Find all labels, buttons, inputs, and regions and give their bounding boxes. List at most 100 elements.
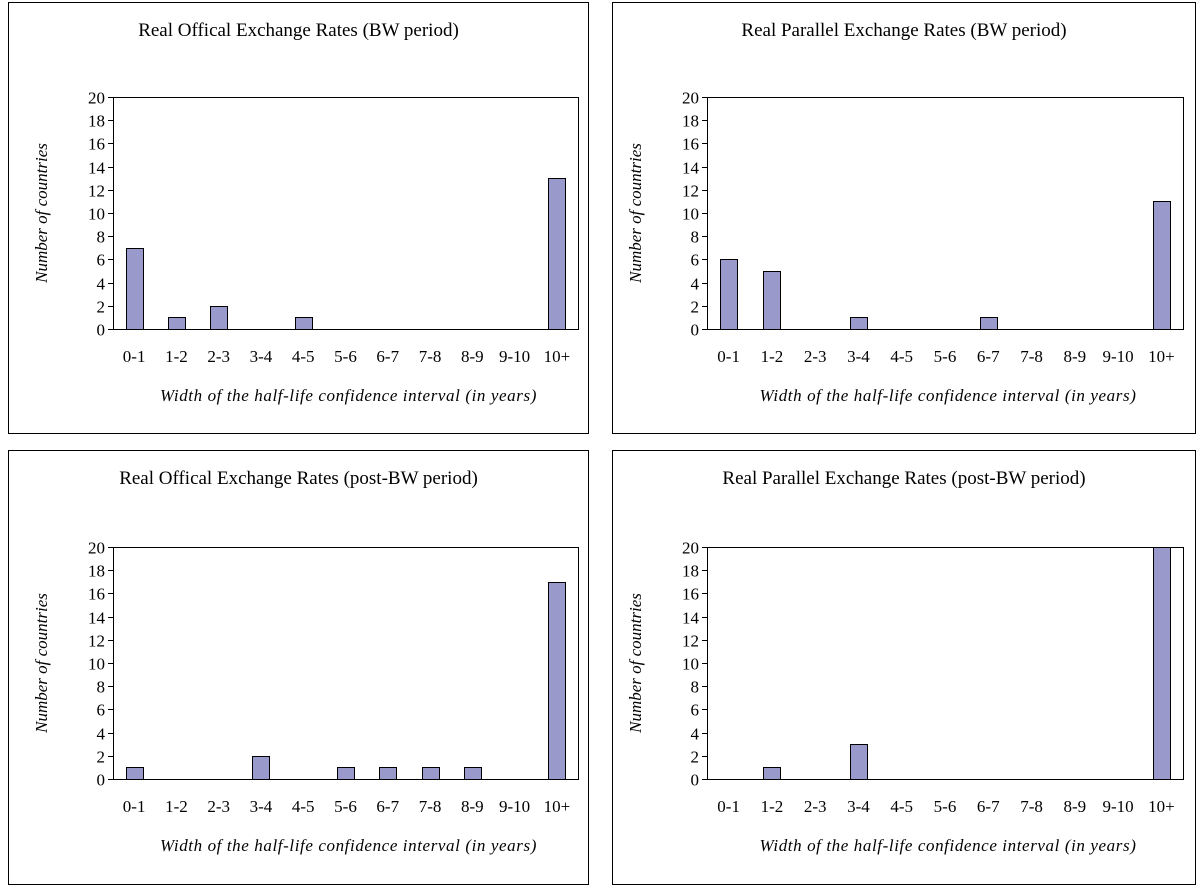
x-tick-label: 9-10 xyxy=(499,347,530,366)
y-tick-label: 6 xyxy=(691,701,700,720)
x-tick-label: 1-2 xyxy=(761,347,784,366)
x-tick-label: 8-9 xyxy=(461,797,484,816)
x-tick-label: 0-1 xyxy=(123,797,146,816)
x-axis-label: Width of the half-life confidence interv… xyxy=(160,836,537,855)
y-tick-label: 14 xyxy=(88,159,106,178)
y-tick-label: 12 xyxy=(682,632,699,651)
y-tick-label: 4 xyxy=(97,725,106,744)
x-tick-label: 2-3 xyxy=(804,347,827,366)
y-axis-label: Number of countries xyxy=(32,143,51,284)
y-tick-label: 0 xyxy=(97,771,106,790)
plot-area xyxy=(707,97,1184,330)
x-tick-label: 4-5 xyxy=(890,797,913,816)
x-axis-label: Width of the half-life confidence interv… xyxy=(760,386,1137,405)
chart-title: Real Offical Exchange Rates (post-BW per… xyxy=(119,468,478,489)
x-tick-label: 9-10 xyxy=(1103,347,1134,366)
y-tick-label: 12 xyxy=(88,632,105,651)
x-tick-label: 3-4 xyxy=(250,797,273,816)
x-tick-label: 5-6 xyxy=(934,797,957,816)
y-tick-label: 14 xyxy=(682,159,700,178)
y-tick-label: 14 xyxy=(88,609,106,628)
x-tick-label: 5-6 xyxy=(334,797,357,816)
x-tick-label: 10+ xyxy=(544,347,571,366)
bar-4-5 xyxy=(295,317,313,330)
y-tick-label: 20 xyxy=(88,539,105,558)
y-tick-label: 16 xyxy=(88,135,105,154)
y-tick-label: 16 xyxy=(88,585,105,604)
x-tick-label: 1-2 xyxy=(165,797,188,816)
chart-panel-3: Real Offical Exchange Rates (post-BW per… xyxy=(8,450,589,885)
bar-10+ xyxy=(548,582,566,780)
x-tick-label: 3-4 xyxy=(250,347,273,366)
y-tick-label: 8 xyxy=(97,678,106,697)
y-tick-label: 4 xyxy=(691,725,700,744)
y-tick-label: 20 xyxy=(682,89,699,108)
x-tick-label: 4-5 xyxy=(292,797,315,816)
bar-1-2 xyxy=(763,767,781,780)
bar-7-8 xyxy=(422,767,440,780)
x-tick-label: 8-9 xyxy=(1063,347,1086,366)
y-tick-label: 0 xyxy=(691,321,700,340)
bar-0-1 xyxy=(126,767,144,780)
y-tick-label: 18 xyxy=(682,562,699,581)
x-tick-label: 9-10 xyxy=(499,797,530,816)
y-tick-label: 6 xyxy=(97,251,106,270)
y-tick-label: 4 xyxy=(691,275,700,294)
x-tick-label: 6-7 xyxy=(977,347,1000,366)
bar-10+ xyxy=(1153,201,1171,330)
bar-6-7 xyxy=(379,767,397,780)
y-tick-label: 14 xyxy=(682,609,700,628)
y-axis-label: Number of countries xyxy=(626,143,645,284)
chart-title: Real Parallel Exchange Rates (BW period) xyxy=(741,20,1066,41)
y-tick-label: 10 xyxy=(682,205,699,224)
x-tick-label: 0-1 xyxy=(717,797,740,816)
x-tick-label: 4-5 xyxy=(890,347,913,366)
x-tick-label: 8-9 xyxy=(1063,797,1086,816)
y-tick-label: 6 xyxy=(97,701,106,720)
y-tick-label: 16 xyxy=(682,135,699,154)
panel-border xyxy=(8,2,589,434)
y-tick-label: 0 xyxy=(97,321,106,340)
x-tick-label: 7-8 xyxy=(419,347,442,366)
y-tick-label: 4 xyxy=(97,275,106,294)
y-tick-label: 2 xyxy=(97,298,106,317)
x-tick-label: 7-8 xyxy=(419,797,442,816)
x-axis-label: Width of the half-life confidence interv… xyxy=(760,836,1137,855)
y-tick-label: 6 xyxy=(691,251,700,270)
x-axis-label: Width of the half-life confidence interv… xyxy=(160,386,537,405)
bar-6-7 xyxy=(980,317,998,330)
x-tick-label: 10+ xyxy=(1148,797,1175,816)
bar-1-2 xyxy=(763,271,781,330)
y-tick-label: 12 xyxy=(88,182,105,201)
plot-area xyxy=(707,547,1184,780)
x-tick-label: 1-2 xyxy=(761,797,784,816)
y-tick-label: 8 xyxy=(691,678,700,697)
x-tick-label: 3-4 xyxy=(847,797,870,816)
y-tick-label: 20 xyxy=(88,89,105,108)
y-tick-label: 2 xyxy=(97,748,106,767)
bar-5-6 xyxy=(337,767,355,780)
x-tick-label: 2-3 xyxy=(207,347,230,366)
x-tick-label: 10+ xyxy=(544,797,571,816)
x-tick-label: 9-10 xyxy=(1103,797,1134,816)
x-tick-label: 6-7 xyxy=(977,797,1000,816)
y-tick-label: 10 xyxy=(88,205,105,224)
y-axis-label: Number of countries xyxy=(626,593,645,734)
y-tick-label: 16 xyxy=(682,585,699,604)
bar-0-1 xyxy=(126,248,144,330)
bar-1-2 xyxy=(168,317,186,330)
chart-panel-4: Real Parallel Exchange Rates (post-BW pe… xyxy=(612,450,1196,885)
y-tick-label: 8 xyxy=(691,228,700,247)
chart-panel-1: Real Offical Exchange Rates (BW period) 0… xyxy=(8,2,589,434)
plot-area xyxy=(113,547,579,780)
y-tick-label: 10 xyxy=(88,655,105,674)
bar-3-4 xyxy=(850,317,868,330)
chart-title: Real Offical Exchange Rates (BW period) xyxy=(138,20,459,41)
bar-3-4 xyxy=(252,756,270,780)
y-tick-label: 18 xyxy=(88,562,105,581)
y-tick-label: 20 xyxy=(682,539,699,558)
y-axis-label: Number of countries xyxy=(32,593,51,734)
y-tick-label: 0 xyxy=(691,771,700,790)
bar-10+ xyxy=(1153,547,1171,780)
